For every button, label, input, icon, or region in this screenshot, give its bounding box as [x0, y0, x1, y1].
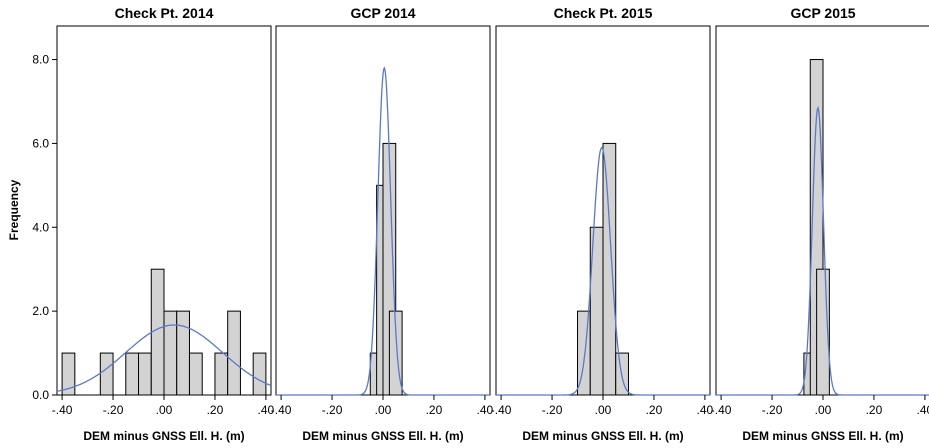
histogram-panel-1: -.40 -.20 .00 .20 .40 Check Pt. 2014 DEM minus… — [52, 5, 275, 443]
x-tick-label: .40 — [697, 403, 714, 417]
histogram-panel-4: -.40 -.20 .00 .20 .40 GCP 2015 DEM minus GNSS … — [711, 5, 929, 443]
x-tick-label: -.40 — [271, 403, 292, 417]
panel-title: Check Pt. 2015 — [554, 5, 653, 21]
panel-title: GCP 2015 — [790, 5, 855, 21]
histogram-bar — [61, 352, 76, 396]
histogram-bar — [138, 352, 152, 396]
panel-title: GCP 2014 — [350, 5, 415, 21]
histogram-bar — [99, 352, 114, 396]
x-tick-label: .00 — [375, 403, 392, 417]
x-axis-label: DEM minus GNSS Ell. H. (m) — [522, 429, 683, 443]
x-tick-label: .20 — [426, 403, 443, 417]
histogram-bar — [188, 352, 203, 396]
x-tick-label: -.20 — [103, 403, 124, 417]
x-tick-label: .20 — [866, 403, 883, 417]
histogram-bar — [214, 352, 229, 396]
x-tick-label: -.40 — [52, 403, 73, 417]
x-tick-label: .40 — [917, 403, 929, 417]
histogram-panel-3: -.40 -.20 .00 .20 .40 Check Pt. 2015 DEM minus… — [491, 5, 714, 443]
y-tick-label: 2.0 — [32, 304, 49, 318]
y-tick-label: 8.0 — [32, 53, 49, 67]
y-tick-label: 4.0 — [32, 220, 49, 234]
x-tick-label: .00 — [156, 403, 173, 417]
y-tick-label: 0.0 — [32, 388, 49, 402]
histogram-bar — [125, 352, 140, 396]
histogram-bar — [227, 310, 241, 396]
histogram-bar — [252, 352, 267, 396]
histogram-bar — [176, 310, 190, 396]
histogram-bar — [163, 310, 178, 396]
x-tick-label: .20 — [207, 403, 224, 417]
x-tick-label: .40 — [477, 403, 494, 417]
normal-curve — [496, 146, 710, 396]
histogram-bar — [602, 142, 617, 396]
x-axis-label: DEM minus GNSS Ell. H. (m) — [742, 429, 903, 443]
y-axis-label: Frequency — [7, 179, 21, 240]
normal-curve — [56, 324, 272, 392]
x-tick-label: -.20 — [322, 403, 343, 417]
histogram-bar — [150, 268, 165, 396]
x-tick-label: .00 — [595, 403, 612, 417]
x-axis-label: DEM minus GNSS Ell. H. (m) — [83, 429, 244, 443]
x-tick-label: -.20 — [762, 403, 783, 417]
y-tick-label: 6.0 — [32, 136, 49, 150]
x-tick-label: -.20 — [542, 403, 563, 417]
x-tick-label: .40 — [258, 403, 275, 417]
normal-curve — [276, 66, 490, 396]
x-tick-label: -.40 — [491, 403, 512, 417]
x-tick-label: -.40 — [711, 403, 732, 417]
panel-title: Check Pt. 2014 — [115, 5, 214, 21]
x-axis-label: DEM minus GNSS Ell. H. (m) — [302, 429, 463, 443]
histogram-panel-2: -.40 -.20 .00 .20 .40 GCP 2014 DEM minus GNSS … — [271, 5, 494, 443]
normal-curve — [716, 105, 929, 396]
x-tick-label: .00 — [815, 403, 832, 417]
x-tick-label: .20 — [646, 403, 663, 417]
